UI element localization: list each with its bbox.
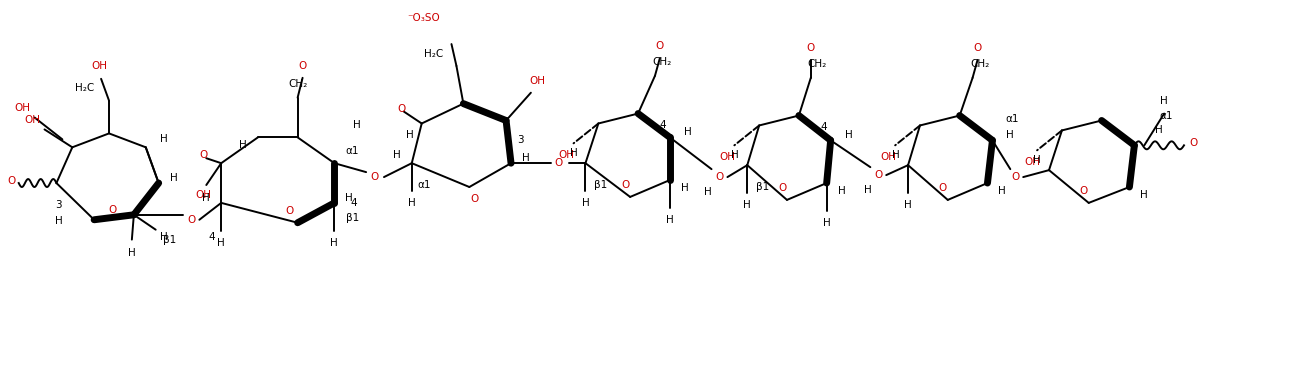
- Text: O: O: [299, 61, 306, 71]
- Text: O: O: [778, 183, 787, 193]
- Text: H: H: [845, 130, 853, 140]
- Text: O: O: [108, 205, 116, 215]
- Text: H: H: [217, 238, 225, 248]
- Text: β1: β1: [755, 182, 768, 192]
- Text: OH: OH: [91, 61, 108, 71]
- Text: 4: 4: [659, 120, 666, 130]
- Text: β1: β1: [345, 213, 358, 223]
- Text: H: H: [1155, 125, 1163, 135]
- Text: H: H: [1141, 190, 1149, 200]
- Text: OH: OH: [14, 103, 31, 112]
- Text: O: O: [620, 180, 630, 190]
- Text: H₂C: H₂C: [424, 49, 444, 59]
- Text: O: O: [1190, 138, 1198, 148]
- Text: 3: 3: [55, 200, 62, 210]
- Text: CH₂: CH₂: [653, 57, 671, 67]
- Text: H: H: [522, 153, 530, 163]
- Text: H: H: [892, 150, 900, 160]
- Text: CH₂: CH₂: [970, 59, 989, 69]
- Text: OH: OH: [195, 190, 212, 200]
- Text: O: O: [974, 43, 981, 53]
- Text: H: H: [666, 215, 674, 225]
- Text: α1: α1: [1006, 114, 1019, 123]
- Text: 4: 4: [208, 232, 214, 242]
- Text: H: H: [582, 198, 589, 208]
- Text: O: O: [1080, 186, 1088, 196]
- Text: O: O: [938, 183, 948, 193]
- Text: H: H: [331, 238, 339, 248]
- Text: O: O: [1011, 172, 1019, 182]
- Text: H: H: [353, 120, 361, 130]
- Text: O: O: [187, 215, 196, 225]
- Text: 3: 3: [518, 135, 524, 146]
- Text: H: H: [681, 183, 689, 193]
- Text: H: H: [202, 193, 210, 203]
- Text: O: O: [874, 170, 883, 180]
- Text: α1: α1: [345, 146, 360, 156]
- Text: O: O: [286, 206, 293, 216]
- Text: H: H: [406, 130, 414, 140]
- Text: H₂C: H₂C: [75, 83, 95, 93]
- Text: H: H: [864, 185, 872, 195]
- Text: H: H: [823, 218, 831, 228]
- Text: H: H: [160, 232, 167, 242]
- Text: OH: OH: [719, 152, 736, 162]
- Text: OH: OH: [558, 150, 575, 160]
- Text: α1: α1: [417, 180, 431, 190]
- Text: O: O: [806, 43, 815, 53]
- Text: O: O: [199, 150, 208, 160]
- Text: H: H: [408, 198, 415, 208]
- Text: 4: 4: [350, 198, 357, 208]
- Text: 4: 4: [820, 123, 827, 132]
- Text: H: H: [393, 150, 401, 160]
- Text: H: H: [55, 216, 62, 226]
- Text: O: O: [655, 41, 665, 51]
- Text: O: O: [397, 104, 406, 114]
- Text: H: H: [732, 150, 740, 160]
- Text: O: O: [8, 176, 16, 186]
- Text: β1: β1: [164, 235, 177, 244]
- Text: α1: α1: [1159, 111, 1173, 120]
- Text: H: H: [837, 186, 845, 196]
- Text: CH₂: CH₂: [288, 79, 308, 89]
- Text: H: H: [1160, 96, 1168, 106]
- Text: H: H: [1006, 130, 1014, 140]
- Text: H: H: [905, 200, 912, 210]
- Text: H: H: [160, 134, 167, 144]
- Text: H: H: [345, 193, 353, 203]
- Text: β1: β1: [593, 180, 607, 190]
- Text: OH: OH: [880, 152, 896, 162]
- Text: O: O: [370, 172, 378, 182]
- Text: H: H: [170, 173, 178, 183]
- Text: H: H: [570, 148, 578, 158]
- Text: O: O: [554, 158, 563, 168]
- Text: H: H: [1033, 155, 1041, 165]
- Text: H: H: [684, 128, 692, 137]
- Text: H: H: [704, 187, 711, 197]
- Text: H: H: [239, 140, 247, 150]
- Text: H: H: [998, 186, 1006, 196]
- Text: H: H: [129, 248, 136, 258]
- Text: CH₂: CH₂: [807, 59, 827, 69]
- Text: O: O: [470, 194, 479, 204]
- Text: ⁻O₃SO: ⁻O₃SO: [406, 13, 440, 23]
- Text: OH: OH: [530, 76, 546, 86]
- Text: O: O: [715, 172, 723, 182]
- Text: OH: OH: [1024, 157, 1040, 167]
- Text: H: H: [744, 200, 752, 210]
- Text: OH: OH: [25, 114, 40, 125]
